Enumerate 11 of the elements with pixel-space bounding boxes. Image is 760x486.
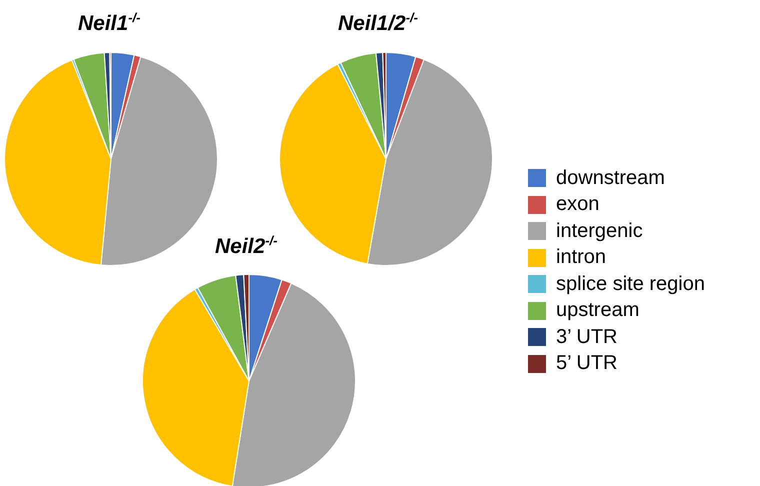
legend-label: 5’ UTR <box>556 352 618 376</box>
slice-label: Neil1/2$^{-/-}$ <box>338 10 418 36</box>
legend-label: 3’ UTR <box>556 326 618 349</box>
legend-label: downstream <box>556 166 665 190</box>
legend-label: intergenic <box>556 220 643 243</box>
slice-label: Neil1$^{-/-}$ <box>78 10 140 36</box>
legend-label: intron <box>556 246 606 270</box>
legend-label: splice site region <box>556 272 705 296</box>
legend-label: exon <box>556 193 600 216</box>
legend-label: upstream <box>556 299 640 322</box>
slice-label: Neil2$^{-/-}$ <box>215 233 278 259</box>
